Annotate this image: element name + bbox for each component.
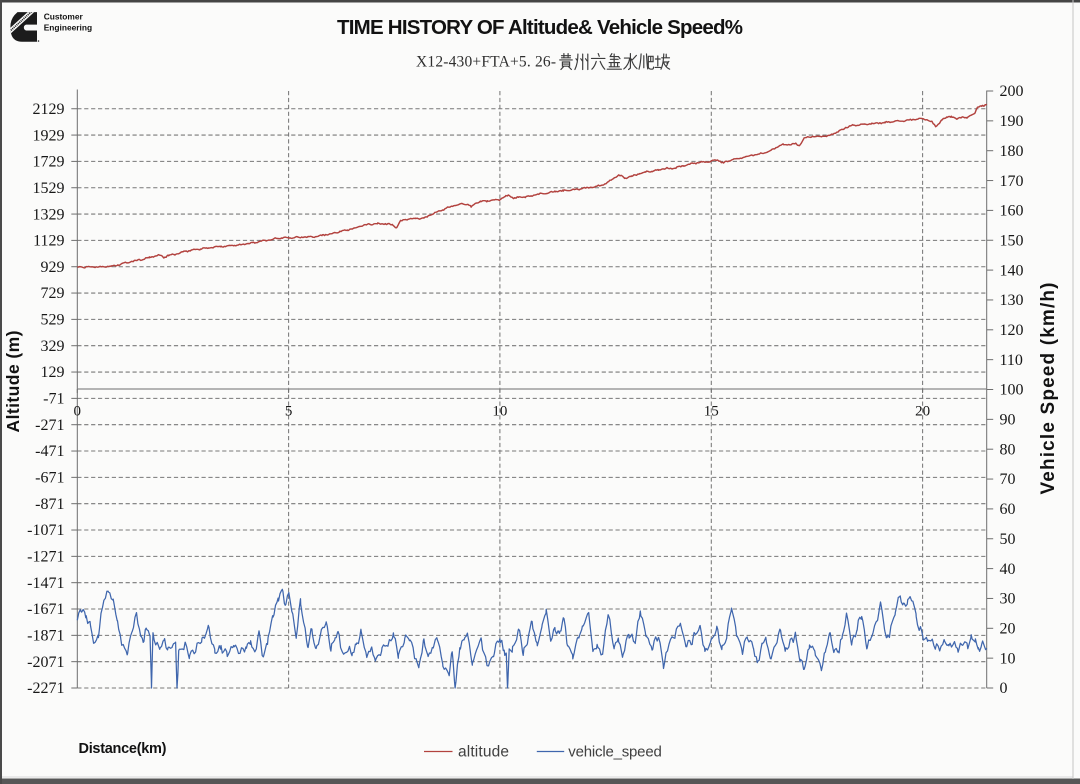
svg-text:-1671: -1671 [27, 601, 64, 618]
svg-text:-271: -271 [35, 417, 64, 434]
svg-text:1329: 1329 [33, 206, 65, 223]
svg-text:529: 529 [41, 312, 65, 329]
svg-text:200: 200 [1000, 83, 1024, 100]
svg-text:Vehicle Speed (km/h): Vehicle Speed (km/h) [1038, 283, 1059, 495]
svg-text:60: 60 [1000, 501, 1016, 518]
svg-text:90: 90 [1000, 412, 1016, 429]
svg-text:0: 0 [1000, 680, 1008, 697]
svg-text:-671: -671 [35, 470, 64, 487]
svg-text:1129: 1129 [33, 233, 64, 250]
svg-text:0: 0 [74, 404, 82, 420]
svg-text:20: 20 [915, 404, 930, 420]
svg-text:129: 129 [41, 364, 65, 381]
svg-text:180: 180 [1000, 143, 1024, 160]
svg-text:130: 130 [1000, 292, 1024, 309]
svg-text:40: 40 [1000, 561, 1016, 578]
svg-text:1529: 1529 [33, 180, 65, 197]
svg-text:729: 729 [41, 285, 65, 302]
svg-text:-1071: -1071 [27, 522, 64, 539]
svg-text:-471: -471 [35, 443, 64, 460]
svg-text:-71: -71 [43, 391, 64, 408]
svg-text:-1271: -1271 [27, 549, 64, 566]
svg-text:70: 70 [1000, 471, 1016, 488]
svg-text:Altitude (m): Altitude (m) [3, 331, 23, 433]
svg-text:10: 10 [492, 404, 507, 420]
svg-text:150: 150 [1000, 232, 1024, 249]
svg-text:5: 5 [285, 404, 293, 420]
svg-text:X12-430+FTA+5. 26-: X12-430+FTA+5. 26- [416, 54, 556, 71]
svg-text:50: 50 [1000, 531, 1016, 548]
svg-text:1929: 1929 [33, 127, 65, 144]
svg-text:Engineering: Engineering [44, 23, 92, 33]
svg-text:TIME HISTORY OF Altitude& Vehi: TIME HISTORY OF Altitude& Vehicle Speed% [337, 16, 743, 39]
svg-text:100: 100 [1000, 382, 1024, 399]
svg-text:altitude: altitude [458, 744, 509, 761]
svg-text:-871: -871 [35, 496, 64, 513]
svg-text:vehicle_speed: vehicle_speed [568, 744, 662, 761]
svg-text:Customer: Customer [44, 12, 84, 22]
svg-text:170: 170 [1000, 173, 1024, 190]
svg-text:110: 110 [1000, 352, 1023, 369]
svg-text:1729: 1729 [33, 154, 65, 171]
svg-text:2129: 2129 [33, 101, 65, 118]
svg-text:80: 80 [1000, 441, 1016, 458]
svg-text:-1471: -1471 [27, 575, 64, 592]
svg-text:329: 329 [41, 338, 65, 355]
svg-text:929: 929 [41, 259, 65, 276]
svg-text:-1871: -1871 [27, 628, 64, 645]
svg-text:10: 10 [1000, 650, 1016, 667]
svg-text:190: 190 [1000, 113, 1024, 130]
svg-text:160: 160 [1000, 203, 1024, 220]
svg-text:20: 20 [1000, 621, 1016, 638]
svg-text:-2071: -2071 [27, 654, 64, 671]
svg-text:120: 120 [1000, 322, 1024, 339]
svg-text:Distance(km): Distance(km) [79, 741, 167, 757]
svg-text:15: 15 [704, 404, 719, 420]
svg-text:-2271: -2271 [27, 680, 64, 697]
svg-text:140: 140 [1000, 262, 1024, 279]
svg-text:30: 30 [1000, 591, 1016, 608]
